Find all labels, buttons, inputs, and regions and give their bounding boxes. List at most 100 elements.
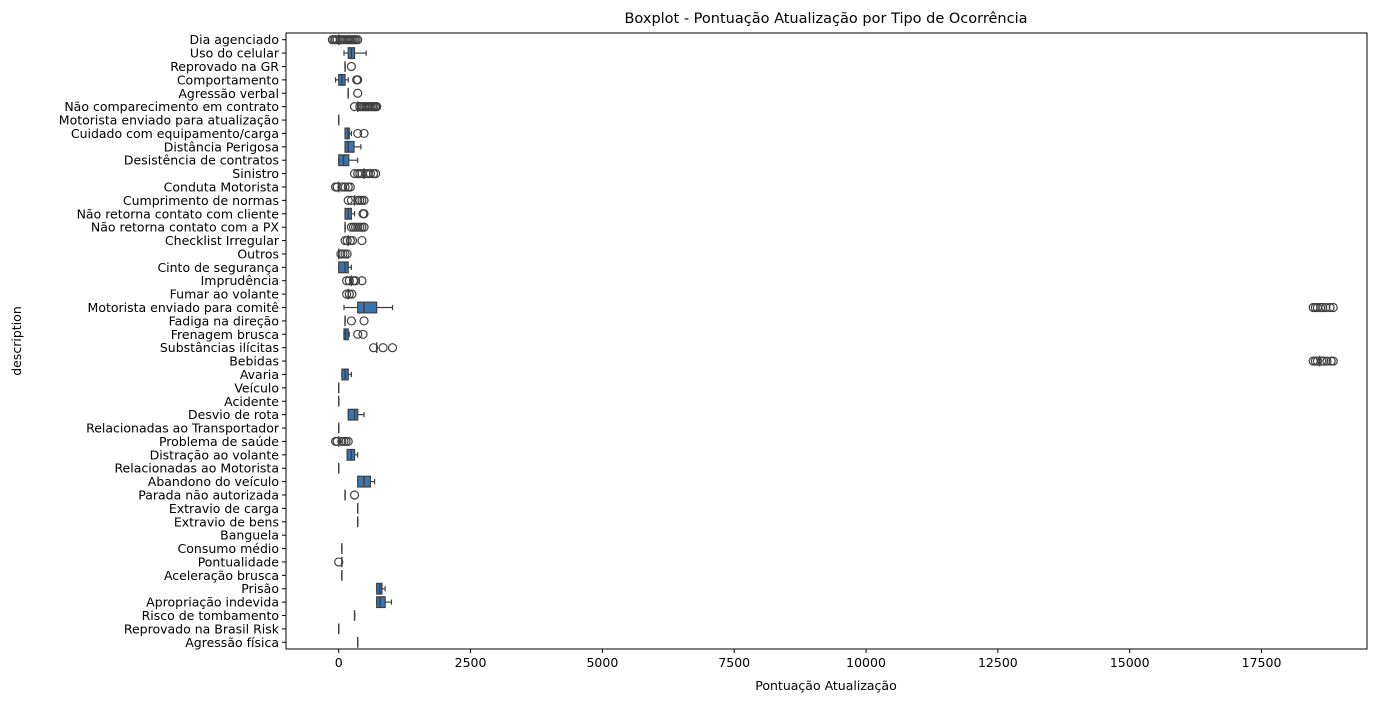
box-group — [343, 301, 1338, 314]
y-tick-label: Risco de tombamento — [142, 608, 279, 623]
outlier-point — [340, 182, 350, 192]
outlier-point — [346, 61, 356, 72]
y-tick-label: Fumar ao volante — [170, 287, 280, 302]
box-group — [344, 140, 362, 153]
box-group — [346, 448, 359, 461]
box — [344, 140, 355, 153]
y-tick-label: Distância Perigosa — [164, 139, 279, 154]
box-group — [342, 288, 357, 300]
box-group — [344, 207, 369, 220]
outlier-point — [351, 276, 361, 286]
y-axis-label: description — [9, 306, 24, 376]
box-group — [368, 342, 398, 354]
y-tick-label: Relacionadas ao Motorista — [114, 461, 279, 476]
outlier-point — [1321, 302, 1331, 313]
outlier-point — [1312, 356, 1323, 366]
box-group — [347, 87, 363, 99]
y-tick-label: Não comparecimento em contrato — [64, 99, 279, 114]
y-tick-label: Checklist Irregular — [165, 233, 280, 248]
x-tick-label: 10000 — [846, 655, 886, 670]
outlier-point — [349, 490, 360, 500]
y-tick-label: Dia agenciado — [189, 32, 279, 47]
y-tick-label: Reprovado na Brasil Risk — [124, 621, 280, 636]
y-tick-label: Agressão verbal — [178, 86, 279, 101]
y-tick-label: Distração ao volante — [150, 447, 280, 462]
y-tick-label: Extravio de bens — [174, 514, 279, 529]
outlier-point — [358, 329, 368, 339]
y-tick-label: Outros — [237, 246, 279, 261]
outlier-point — [372, 102, 382, 112]
outlier-point — [359, 222, 369, 232]
outlier-point — [344, 276, 354, 286]
outlier-point — [368, 343, 379, 353]
outlier-point — [359, 128, 369, 139]
y-tick-label: Não retorna contato com cliente — [77, 206, 280, 221]
y-tick-label: Imprudência — [201, 273, 279, 288]
x-tick-label: 2500 — [455, 655, 487, 670]
y-tick-label: Prisão — [241, 581, 279, 596]
y-tick-label: Acidente — [224, 394, 279, 409]
outlier-point — [353, 329, 363, 339]
y-tick-label: Motorista enviado para comitê — [88, 300, 280, 315]
y-tick-label: Comportamento — [177, 72, 279, 87]
outlier-point — [342, 249, 352, 259]
y-tick-label: Banguela — [220, 528, 279, 543]
y-tick-label: Cinto de segurança — [157, 260, 279, 275]
box-group — [376, 596, 393, 609]
outlier-point — [343, 436, 353, 447]
boxes-layer — [327, 34, 1338, 648]
y-tick-label: Cumprimento de normas — [123, 193, 279, 208]
outlier-point — [334, 557, 344, 567]
y-tick-label: Conduta Motorista — [164, 180, 279, 195]
box-group — [357, 475, 376, 488]
box-group — [349, 101, 382, 113]
box-group — [336, 248, 352, 260]
outlier-point — [332, 436, 342, 447]
y-tick-label: Desistência de contratos — [124, 153, 279, 168]
y-tick-label: Apropriação indevida — [146, 595, 279, 610]
box-group — [349, 168, 381, 179]
box-group — [330, 181, 355, 193]
outlier-point — [346, 316, 356, 326]
x-tick-label: 12500 — [978, 655, 1018, 670]
x-tick-label: 7500 — [718, 655, 750, 670]
box — [344, 127, 350, 140]
outlier-point — [1328, 302, 1338, 313]
outlier-point — [359, 316, 369, 326]
outlier-point — [353, 88, 363, 98]
chart-title: Boxplot - Pontuação Atualização por Tipo… — [624, 11, 1027, 27]
outlier-point — [371, 169, 381, 179]
y-tick-label: Substâncias ilícitas — [160, 340, 279, 355]
box-group — [347, 408, 365, 421]
box — [347, 408, 359, 421]
box-group — [344, 127, 369, 140]
y-tick-label: Motorista enviado para atualização — [59, 113, 279, 128]
outlier-point — [343, 195, 353, 205]
y-tick-label: Sinistro — [232, 166, 279, 181]
box-group — [344, 61, 356, 72]
box-group — [342, 275, 367, 287]
outlier-point — [353, 35, 363, 45]
x-tick-label: 15000 — [1110, 655, 1150, 670]
box-group — [334, 73, 363, 86]
x-tick-label: 17500 — [1242, 655, 1282, 670]
box-group — [344, 489, 360, 501]
box-group — [343, 47, 367, 60]
outlier-point — [347, 289, 357, 299]
x-tick-label: 0 — [335, 655, 343, 670]
box-group — [376, 582, 386, 595]
y-tick-label: Cuidado com equipamento/carga — [71, 126, 279, 141]
y-tick-label: Não retorna contato com a PX — [91, 220, 280, 235]
outlier-point — [1322, 356, 1332, 366]
outlier-point — [365, 169, 375, 179]
box-group — [343, 328, 368, 341]
box — [357, 301, 378, 314]
outlier-point — [1319, 356, 1329, 366]
box-group — [344, 315, 369, 327]
outlier-point — [349, 169, 360, 179]
y-tick-label: Bebidas — [229, 354, 279, 369]
outlier-point — [353, 75, 363, 85]
box-group — [1308, 355, 1338, 367]
